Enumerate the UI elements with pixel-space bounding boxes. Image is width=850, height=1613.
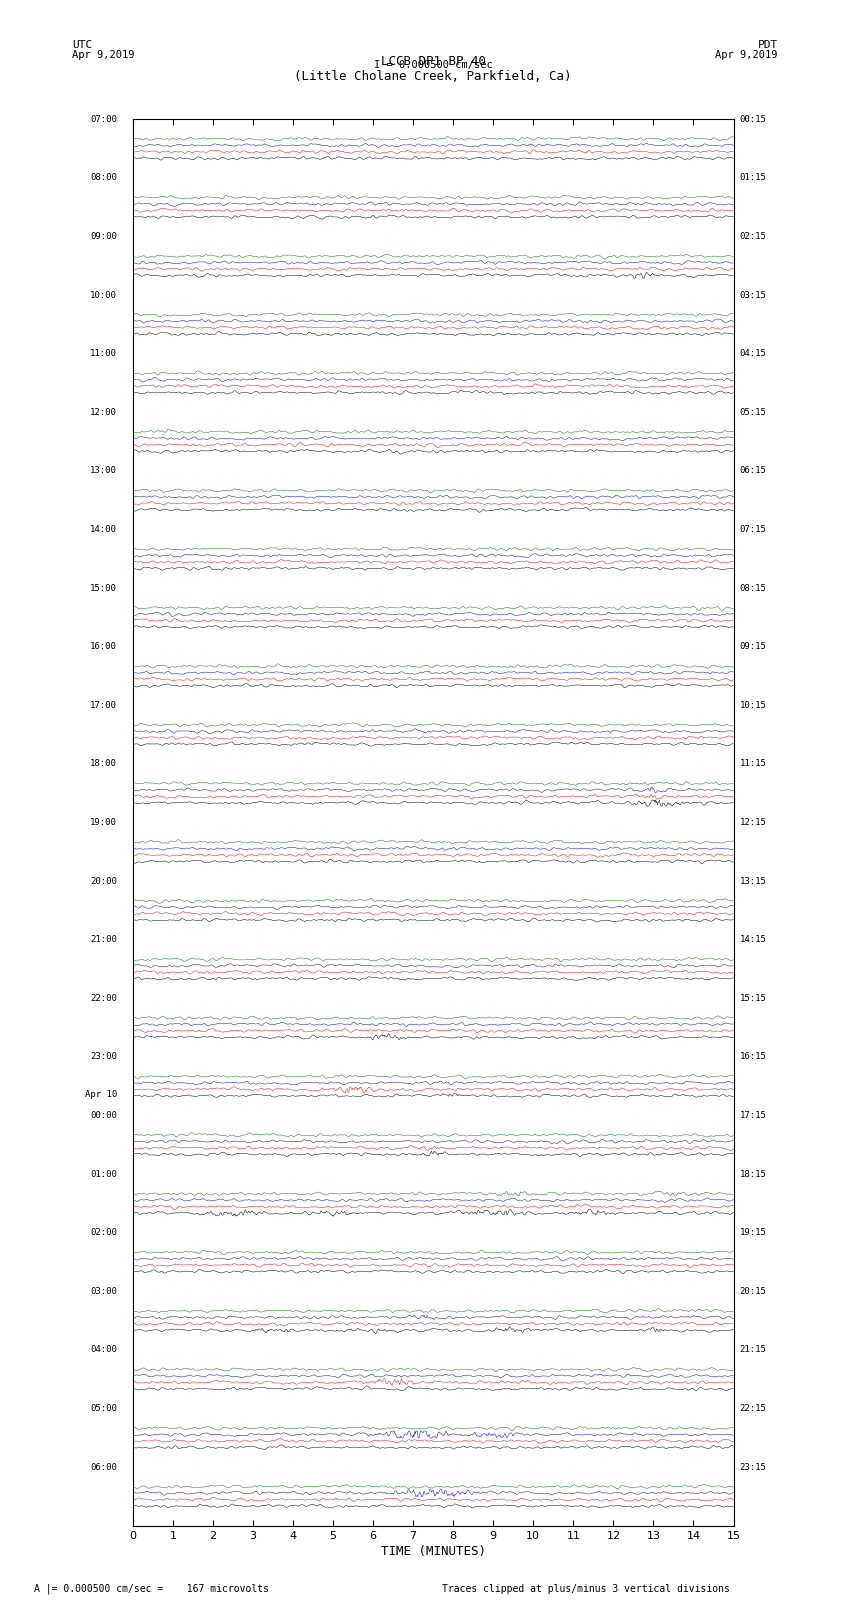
- Text: 18:15: 18:15: [740, 1169, 767, 1179]
- Text: 11:00: 11:00: [90, 348, 116, 358]
- Text: 21:15: 21:15: [740, 1345, 767, 1355]
- Text: 17:15: 17:15: [740, 1111, 767, 1119]
- Text: 11:15: 11:15: [740, 760, 767, 768]
- Text: 08:00: 08:00: [90, 173, 116, 182]
- Text: 08:15: 08:15: [740, 584, 767, 592]
- Text: 07:00: 07:00: [90, 115, 116, 124]
- Text: 14:00: 14:00: [90, 524, 116, 534]
- Text: 03:00: 03:00: [90, 1287, 116, 1295]
- Text: 05:00: 05:00: [90, 1403, 116, 1413]
- Text: 00:15: 00:15: [740, 115, 767, 124]
- Text: Apr 9,2019: Apr 9,2019: [72, 50, 135, 60]
- Text: 16:15: 16:15: [740, 1052, 767, 1061]
- Text: 07:15: 07:15: [740, 524, 767, 534]
- Text: Traces clipped at plus/minus 3 vertical divisions: Traces clipped at plus/minus 3 vertical …: [442, 1584, 730, 1594]
- Text: 10:00: 10:00: [90, 290, 116, 300]
- Title: LCCB DP1 BP 40
(Little Cholane Creek, Parkfield, Ca): LCCB DP1 BP 40 (Little Cholane Creek, Pa…: [294, 55, 572, 84]
- Text: 13:00: 13:00: [90, 466, 116, 476]
- Text: 19:15: 19:15: [740, 1227, 767, 1237]
- Text: 04:15: 04:15: [740, 348, 767, 358]
- Text: 10:15: 10:15: [740, 700, 767, 710]
- Text: 23:00: 23:00: [90, 1052, 116, 1061]
- Text: 15:15: 15:15: [740, 994, 767, 1003]
- Text: 02:15: 02:15: [740, 232, 767, 240]
- Text: 23:15: 23:15: [740, 1463, 767, 1471]
- Text: 12:00: 12:00: [90, 408, 116, 416]
- X-axis label: TIME (MINUTES): TIME (MINUTES): [381, 1545, 485, 1558]
- Text: 19:00: 19:00: [90, 818, 116, 827]
- Text: 17:00: 17:00: [90, 700, 116, 710]
- Text: UTC: UTC: [72, 40, 93, 50]
- Text: Apr 10: Apr 10: [84, 1090, 116, 1100]
- Text: PDT: PDT: [757, 40, 778, 50]
- Text: 02:00: 02:00: [90, 1227, 116, 1237]
- Text: 20:00: 20:00: [90, 876, 116, 886]
- Text: 22:15: 22:15: [740, 1403, 767, 1413]
- Text: 14:15: 14:15: [740, 936, 767, 944]
- Text: 00:00: 00:00: [90, 1111, 116, 1119]
- Text: 21:00: 21:00: [90, 936, 116, 944]
- Text: 18:00: 18:00: [90, 760, 116, 768]
- Text: 05:15: 05:15: [740, 408, 767, 416]
- Text: 03:15: 03:15: [740, 290, 767, 300]
- Text: 20:15: 20:15: [740, 1287, 767, 1295]
- Text: 12:15: 12:15: [740, 818, 767, 827]
- Text: 16:00: 16:00: [90, 642, 116, 652]
- Text: 01:15: 01:15: [740, 173, 767, 182]
- Text: 06:00: 06:00: [90, 1463, 116, 1471]
- Text: 01:00: 01:00: [90, 1169, 116, 1179]
- Text: I = 0.000500 cm/sec: I = 0.000500 cm/sec: [374, 60, 493, 69]
- Text: A |= 0.000500 cm/sec =    167 microvolts: A |= 0.000500 cm/sec = 167 microvolts: [34, 1582, 269, 1594]
- Text: 09:15: 09:15: [740, 642, 767, 652]
- Text: Apr 9,2019: Apr 9,2019: [715, 50, 778, 60]
- Text: 04:00: 04:00: [90, 1345, 116, 1355]
- Text: 13:15: 13:15: [740, 876, 767, 886]
- Text: 09:00: 09:00: [90, 232, 116, 240]
- Text: 06:15: 06:15: [740, 466, 767, 476]
- Text: 22:00: 22:00: [90, 994, 116, 1003]
- Text: 15:00: 15:00: [90, 584, 116, 592]
